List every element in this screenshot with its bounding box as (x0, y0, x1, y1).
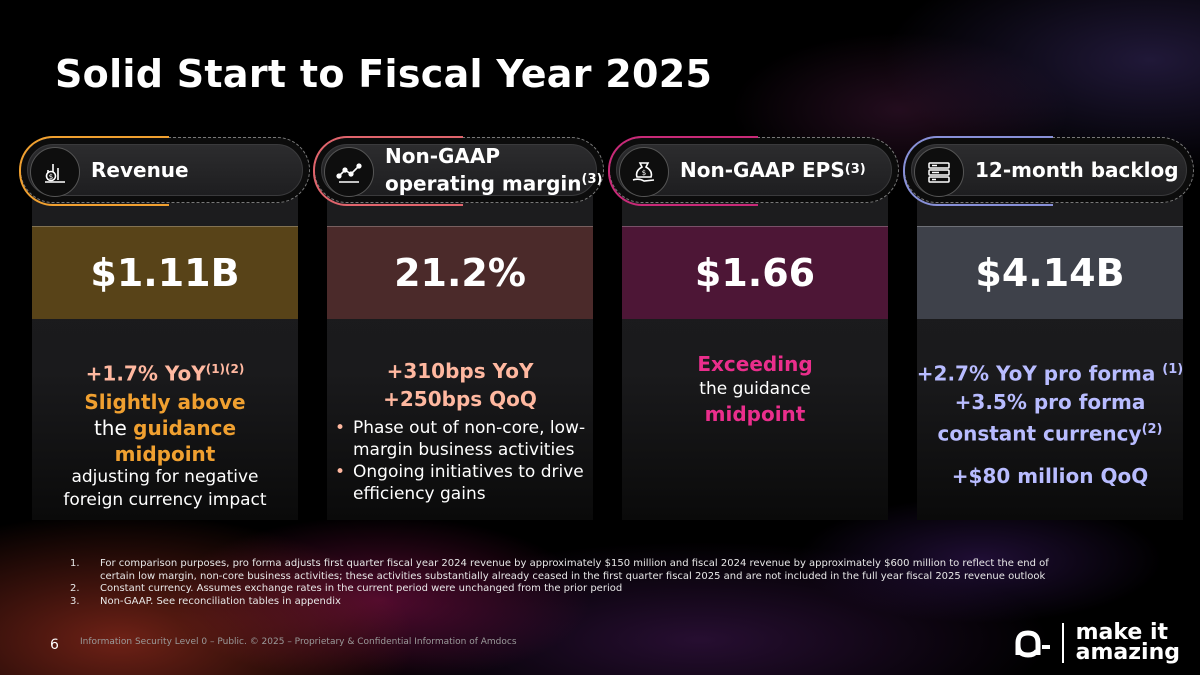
margin-details: +310bps YoY +250bps QoQ • Phase out of no… (327, 360, 593, 505)
eps-value: $1.66 (622, 226, 888, 319)
revenue-yoy: +1.7% YoY (85, 361, 206, 386)
margin-yoy: +310bps YoY (386, 359, 534, 383)
footnote-3: 3. Non-GAAP. See reconciliation tables in… (70, 595, 341, 607)
backlog-value: $4.14B (917, 226, 1183, 319)
page-number: 6 (50, 637, 59, 653)
eps-header: $ Non-GAAP EPS (3) (608, 136, 899, 206)
logo-tagline: make it amazing (1061, 622, 1180, 664)
line-chart-icon (324, 147, 374, 197)
amdocs-mark-icon (1015, 630, 1050, 658)
revenue-header: $ Revenue (19, 136, 310, 206)
svg-text:$: $ (642, 169, 646, 177)
revenue-chart-icon: $ (30, 147, 80, 197)
revenue-guidance: guidance (133, 415, 237, 440)
footer-text: Information Security Level 0 – Public. ©… (80, 637, 517, 647)
money-bag-icon: $ (619, 147, 669, 197)
svg-text:$: $ (49, 173, 53, 181)
page-title: Solid Start to Fiscal Year 2025 (55, 52, 713, 96)
margin-qoq: +250bps QoQ (383, 387, 537, 411)
revenue-midpoint: midpoint (114, 441, 216, 466)
revenue-details: +1.7% YoY(1)(2) Slightly above the guida… (32, 358, 298, 512)
eps-header-label: Non-GAAP EPS (3) (680, 158, 866, 182)
eps-details: Exceeding the guidance midpoint (622, 353, 888, 426)
backlog-yoy: +2.7% YoY pro forma (916, 361, 1156, 386)
backlog-details: +2.7% YoY pro forma (1) +3.5% pro forma … (907, 358, 1193, 488)
backlog-proforma: +3.5% pro forma (954, 389, 1146, 414)
margin-header-label: Non-GAAP operating margin(3) (385, 144, 603, 196)
eps-card: $1.66 (622, 150, 888, 520)
backlog-card: $4.14B (917, 150, 1183, 520)
footnotes: 1. For comparison purposes, pro forma adj… (70, 558, 1070, 608)
revenue-card: $1.11B (32, 150, 298, 520)
margin-bullet-2: • Ongoing initiatives to drive efficiency… (335, 462, 584, 504)
revenue-value: $1.11B (32, 226, 298, 319)
backlog-constant: constant currency (937, 421, 1142, 446)
eps-exceeding: Exceeding (697, 352, 813, 376)
eps-midpoint: midpoint (704, 402, 806, 426)
margin-bullet-1: • Phase out of non-core, low-margin busin… (335, 418, 586, 460)
backlog-header-label: 12-month backlog (975, 158, 1179, 182)
footnote-1: 1. For comparison purposes, pro forma adj… (70, 558, 1049, 582)
revenue-line2: Slightly above (84, 389, 246, 414)
revenue-header-label: Revenue (91, 158, 189, 182)
margin-card: 21.2% (327, 150, 593, 520)
margin-header: Non-GAAP operating margin(3) (313, 136, 604, 206)
margin-value: 21.2% (327, 226, 593, 319)
footnote-2: 2. Constant currency. Assumes exchange ra… (70, 583, 623, 594)
amdocs-logo: make it amazing (1012, 622, 1180, 664)
backlog-header: 12-month backlog (903, 136, 1194, 206)
backlog-list-icon (914, 147, 964, 197)
backlog-qoq: +$80 million QoQ (951, 464, 1149, 489)
